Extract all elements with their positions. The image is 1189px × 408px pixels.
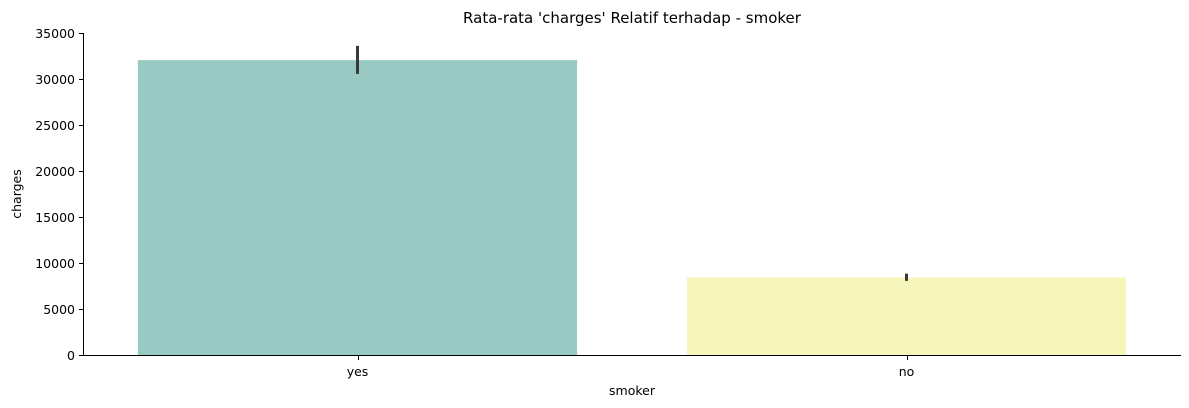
y-axis: 0 5000 10000 15000 20000 25000 30000 35000: [35, 26, 83, 363]
y-tick-label: 30000: [35, 72, 75, 87]
bars-group: [137, 60, 1127, 355]
y-axis-label: charges: [9, 169, 24, 219]
y-tick-label: 25000: [35, 118, 75, 133]
x-tick-label-no: no: [899, 364, 915, 379]
chart-title: Rata-rata 'charges' Relatif terhadap - s…: [463, 9, 802, 27]
error-bars-group: [356, 45, 908, 281]
x-tick-label-yes: yes: [347, 364, 369, 379]
x-axis-label: smoker: [609, 383, 656, 398]
x-axis: yes no: [347, 355, 915, 379]
y-tick-label: 10000: [35, 256, 75, 271]
bar-yes: [137, 60, 578, 355]
y-tick-label: 35000: [35, 26, 75, 41]
y-tick-label: 20000: [35, 164, 75, 179]
y-tick-label: 15000: [35, 210, 75, 225]
y-tick-label: 0: [67, 348, 75, 363]
bar-no: [686, 277, 1127, 355]
y-tick-label: 5000: [43, 302, 75, 317]
